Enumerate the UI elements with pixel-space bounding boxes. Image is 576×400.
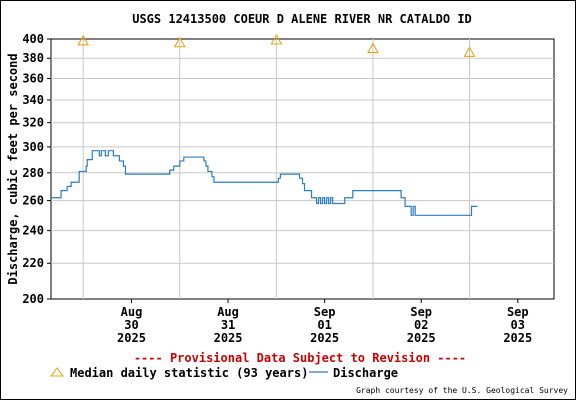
x-tick-label: 2025 <box>117 331 146 345</box>
x-tick-label: 2025 <box>503 331 532 345</box>
x-tick-label: 02 <box>414 318 428 332</box>
x-tick-label: 03 <box>511 318 525 332</box>
usgs-credit: Graph courtesy of the U.S. Geological Su… <box>356 386 568 395</box>
x-tick-label: 2025 <box>310 331 339 345</box>
median-marker <box>270 33 283 45</box>
y-tick-label: 400 <box>22 32 44 46</box>
x-tick-label: Sep <box>507 305 529 319</box>
chart-title: USGS 12413500 COEUR D ALENE RIVER NR CAT… <box>132 12 472 26</box>
x-tick-label: 01 <box>317 318 331 332</box>
median-marker <box>463 46 476 57</box>
data-series <box>51 33 478 216</box>
x-tick-label: Sep <box>410 305 432 319</box>
x-tick-label: 2025 <box>407 331 436 345</box>
y-tick-label: 200 <box>22 292 44 306</box>
y-tick-label: 320 <box>22 116 44 130</box>
median-marker <box>367 42 379 53</box>
y-tick-label: 280 <box>22 166 44 180</box>
legend-discharge-label: Discharge <box>333 366 398 380</box>
discharge-line <box>51 150 478 216</box>
y-tick-label: 260 <box>22 194 44 208</box>
grid-lines <box>51 39 554 299</box>
y-tick-label: 220 <box>22 256 44 270</box>
median-marker <box>173 36 186 48</box>
provisional-notice: ---- Provisional Data Subject to Revisio… <box>134 351 466 365</box>
y-tick-label: 300 <box>22 140 44 154</box>
legend-median-marker <box>50 367 64 377</box>
legend: Median daily statistic (93 years) Discha… <box>50 366 398 380</box>
x-tick-label: Aug <box>217 305 239 319</box>
y-tick-label: 360 <box>22 72 44 86</box>
legend-median-label: Median daily statistic (93 years) <box>70 366 308 380</box>
x-tick-label: 2025 <box>214 331 243 345</box>
median-marker <box>77 34 90 46</box>
x-axis-ticks: Aug302025Aug312025Sep012025Sep022025Sep0… <box>117 299 532 345</box>
x-tick-label: 30 <box>124 318 138 332</box>
y-tick-label: 340 <box>22 93 44 107</box>
y-axis-label: Discharge, cubic feet per second <box>6 53 20 284</box>
y-tick-label: 380 <box>22 51 44 65</box>
plot-area <box>50 38 555 300</box>
y-axis-ticks: 200 220 240 260 280 300 320 340 360 380 400 <box>22 32 51 306</box>
x-tick-label: 31 <box>221 318 235 332</box>
x-tick-label: Aug <box>121 305 143 319</box>
x-tick-label: Sep <box>314 305 336 319</box>
y-tick-label: 240 <box>22 224 44 238</box>
